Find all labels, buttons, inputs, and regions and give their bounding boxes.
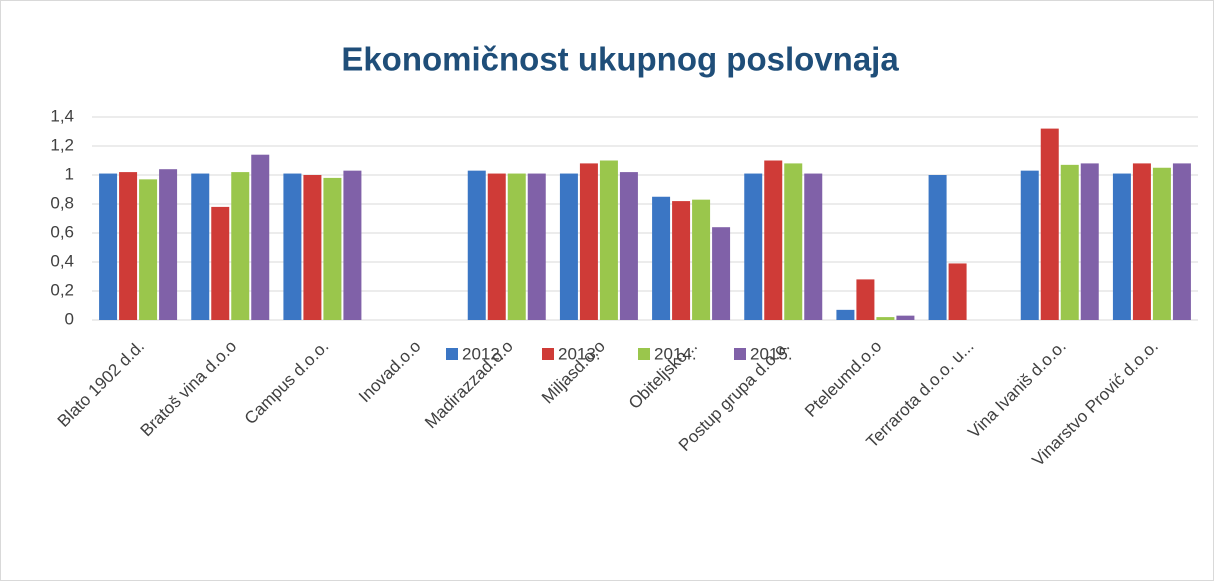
legend-label: 2012. <box>462 344 505 363</box>
bar <box>764 160 783 320</box>
bar <box>283 173 302 320</box>
bar <box>1172 163 1191 320</box>
bar <box>599 160 618 320</box>
legend-swatch <box>734 348 746 360</box>
bar <box>712 227 731 320</box>
bar <box>928 175 947 320</box>
bar <box>672 201 691 320</box>
bar <box>303 175 322 320</box>
bar <box>579 163 598 320</box>
bar <box>343 170 362 320</box>
bar <box>211 206 230 320</box>
bar <box>191 173 210 320</box>
chart-title: Ekonomičnost ukupnog poslovnaja <box>341 41 899 78</box>
y-tick-label: 0,6 <box>50 222 74 241</box>
bar <box>836 309 855 320</box>
bar <box>507 173 526 320</box>
bar <box>856 279 875 320</box>
legend-label: 2014. <box>654 344 697 363</box>
y-tick-label: 0,8 <box>50 193 74 212</box>
bar <box>159 169 178 320</box>
bar <box>804 173 823 320</box>
bar <box>619 172 638 320</box>
bar <box>896 315 915 320</box>
bar <box>744 173 763 320</box>
bar <box>467 170 486 320</box>
bar <box>1060 164 1079 320</box>
legend-swatch <box>638 348 650 360</box>
legend-swatch <box>446 348 458 360</box>
y-tick-label: 0,2 <box>50 280 74 299</box>
bar <box>231 172 250 320</box>
legend-swatch <box>542 348 554 360</box>
bar <box>876 317 895 320</box>
legend-label: 2013. <box>558 344 601 363</box>
bar <box>559 173 578 320</box>
bar <box>1080 163 1099 320</box>
bar <box>323 177 342 320</box>
bar <box>251 154 270 320</box>
bar <box>652 196 671 320</box>
y-tick-label: 1,2 <box>50 135 74 154</box>
bar <box>119 172 138 320</box>
bar <box>99 173 118 320</box>
bar <box>948 263 967 320</box>
y-tick-label: 0,4 <box>50 251 74 270</box>
y-tick-label: 1 <box>65 164 74 183</box>
legend-label: 2015. <box>750 344 793 363</box>
bar <box>1020 170 1039 320</box>
bar <box>692 199 711 320</box>
bar <box>527 173 546 320</box>
bar <box>1112 173 1131 320</box>
bar <box>1132 163 1151 320</box>
y-tick-label: 0 <box>65 309 74 328</box>
y-tick-label: 1,4 <box>50 106 74 125</box>
bar <box>487 173 506 320</box>
bar <box>784 163 803 320</box>
bar <box>139 179 158 320</box>
bar <box>1152 167 1171 320</box>
bar <box>1040 128 1059 320</box>
